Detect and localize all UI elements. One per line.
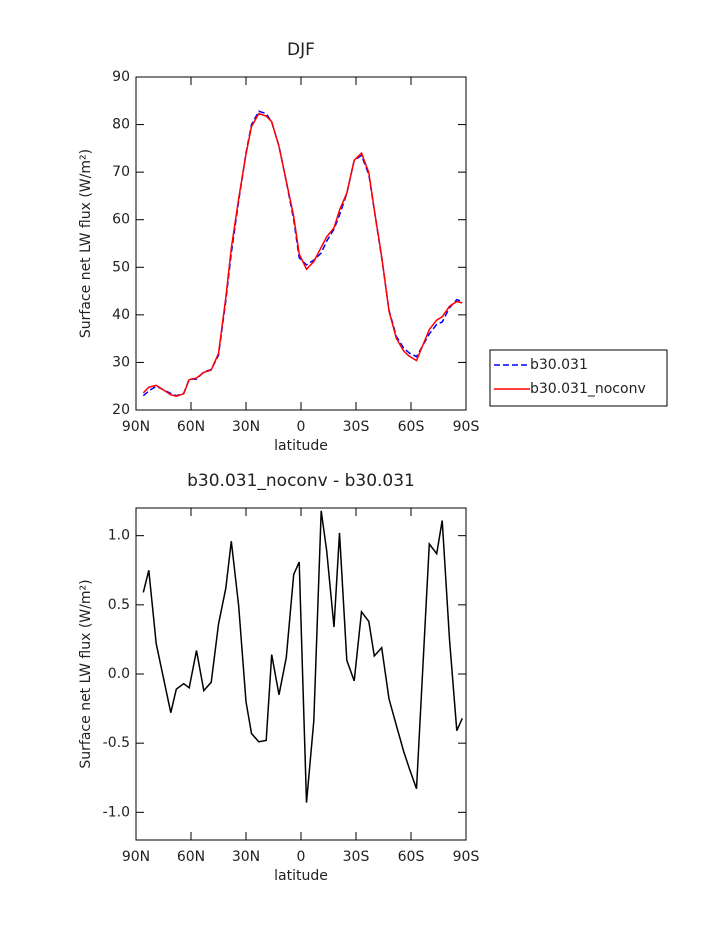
y-tick-label: 40	[112, 307, 130, 323]
x-tick-label: 60N	[177, 849, 205, 865]
x-tick-label: 90S	[453, 419, 480, 435]
y-tick-label: 1.0	[108, 528, 130, 544]
data-line	[142, 112, 463, 397]
x-tick-label: 0	[297, 849, 306, 865]
legend-box	[489, 349, 668, 407]
y-tick-label: 0.0	[108, 666, 130, 682]
x-tick-label: 60N	[177, 419, 205, 435]
legend-label: b30.031	[530, 357, 588, 373]
y-tick-label: -0.5	[103, 735, 130, 751]
x-tick-label: 90N	[122, 849, 150, 865]
legend-label: b30.031_noconv	[530, 381, 646, 397]
y-tick-label: 70	[112, 164, 130, 180]
x-tick-label: 30N	[232, 849, 260, 865]
chart-title: b30.031_noconv - b30.031	[187, 471, 415, 491]
y-axis-label: Surface net LW flux (W/m²)	[78, 579, 94, 768]
x-tick-label: 30N	[232, 419, 260, 435]
x-tick-label: 90N	[122, 419, 150, 435]
plot-frame	[135, 507, 467, 841]
x-tick-label: 30S	[343, 419, 370, 435]
y-tick-label: 0.5	[108, 597, 130, 613]
x-tick-label: 60S	[398, 419, 425, 435]
y-tick-label: 50	[112, 259, 130, 275]
x-axis-label: latitude	[274, 438, 328, 454]
y-tick-label: 60	[112, 212, 130, 228]
x-tick-label: 60S	[398, 849, 425, 865]
x-axis-label: latitude	[274, 868, 328, 884]
y-tick-label: -1.0	[103, 804, 130, 820]
x-tick-label: 0	[297, 419, 306, 435]
data-line	[142, 110, 463, 397]
y-tick-label: 30	[112, 354, 130, 370]
y-tick-label: 80	[112, 117, 130, 133]
data-line	[142, 510, 463, 803]
y-tick-label: 20	[112, 402, 130, 418]
x-tick-label: 30S	[343, 849, 370, 865]
x-tick-label: 90S	[453, 849, 480, 865]
chart-title: DJF	[287, 40, 315, 60]
y-axis-label: Surface net LW flux (W/m²)	[78, 149, 94, 338]
y-tick-label: 90	[112, 69, 130, 85]
